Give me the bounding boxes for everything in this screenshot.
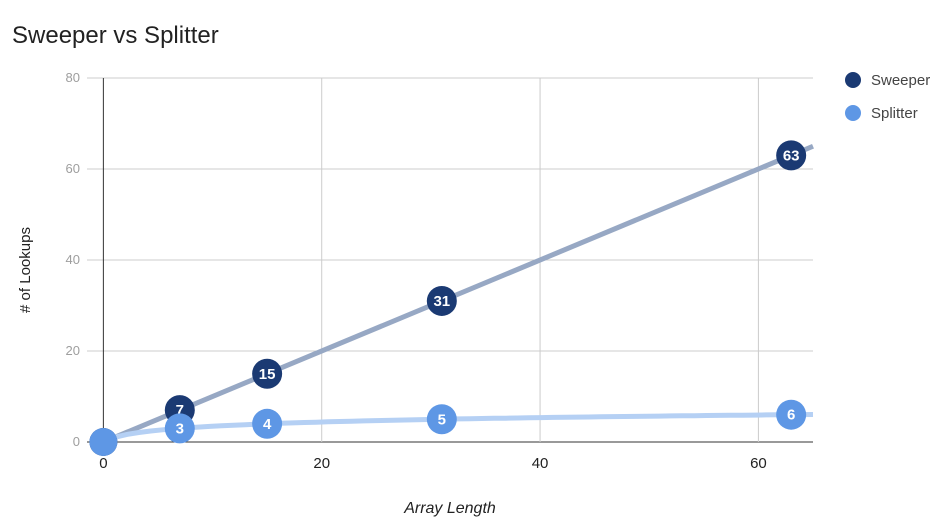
legend-marker-sweeper — [845, 72, 861, 88]
x-tick-label: 60 — [750, 455, 767, 472]
data-label: 3 — [176, 420, 184, 437]
x-tick-label: 0 — [99, 455, 107, 472]
y-axis-title: # of Lookups — [17, 227, 34, 313]
y-tick-label: 20 — [66, 343, 80, 358]
data-point-sweeper — [426, 285, 457, 316]
chart-title: Sweeper vs Splitter — [12, 22, 219, 49]
data-point-splitter — [776, 399, 807, 430]
data-label: 4 — [263, 416, 272, 433]
legend-marker-splitter — [845, 105, 861, 121]
data-point-splitter — [89, 428, 118, 456]
y-tick-label: 0 — [73, 434, 80, 449]
data-point-sweeper — [776, 140, 807, 171]
data-label: 15 — [259, 366, 276, 383]
data-label: 63 — [783, 147, 800, 164]
trendline-splitter — [102, 412, 814, 445]
data-point-sweeper — [252, 358, 283, 389]
data-label: 5 — [438, 411, 446, 428]
y-tick-label: 40 — [66, 252, 80, 267]
y-tick-label: 60 — [66, 161, 80, 176]
legend-label-splitter: Splitter — [871, 105, 918, 122]
x-tick-label: 40 — [532, 455, 549, 472]
data-label: 31 — [433, 293, 450, 310]
data-label: 7 — [176, 402, 184, 419]
data-point-splitter — [252, 408, 283, 439]
legend-label-sweeper: Sweeper — [871, 72, 930, 89]
data-point-splitter — [164, 413, 195, 444]
data-label: 6 — [787, 407, 795, 424]
x-axis-title: Array Length — [403, 500, 496, 517]
x-tick-label: 20 — [313, 455, 330, 472]
y-tick-label: 80 — [66, 70, 80, 85]
data-point-splitter — [426, 404, 457, 435]
trendline-sweeper — [102, 143, 814, 445]
